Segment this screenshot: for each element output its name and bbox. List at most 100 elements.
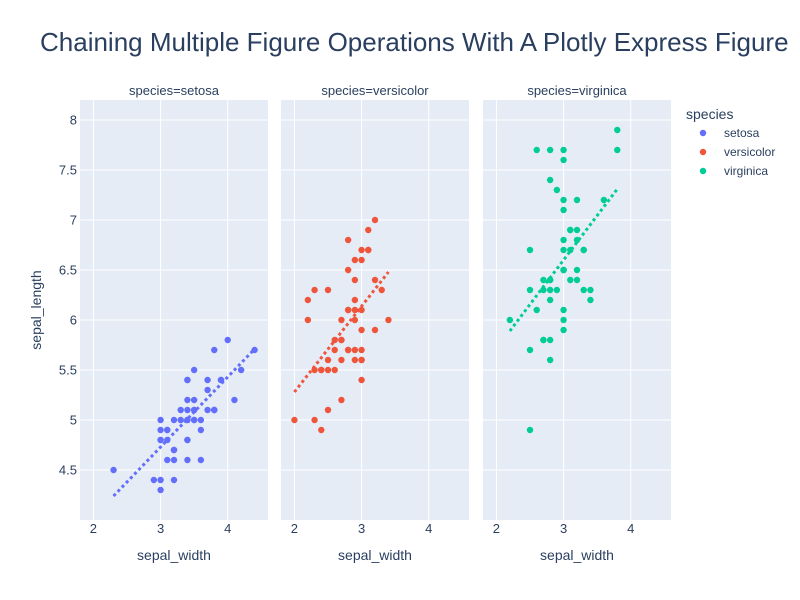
data-point[interactable] <box>540 276 547 284</box>
data-point[interactable] <box>170 456 178 464</box>
data-point[interactable] <box>338 336 345 344</box>
data-point[interactable] <box>526 246 534 254</box>
data-point[interactable] <box>358 376 365 384</box>
data-point[interactable] <box>204 376 211 384</box>
data-point[interactable] <box>331 346 338 354</box>
data-point[interactable] <box>533 306 540 314</box>
data-point[interactable] <box>211 406 218 414</box>
data-point[interactable] <box>560 236 567 244</box>
data-point[interactable] <box>197 426 205 434</box>
data-point[interactable] <box>358 256 365 264</box>
data-point[interactable] <box>371 216 379 224</box>
data-point[interactable] <box>324 366 332 374</box>
data-point[interactable] <box>311 286 318 294</box>
data-point[interactable] <box>331 336 338 344</box>
data-point[interactable] <box>184 396 191 404</box>
data-point[interactable] <box>177 406 184 414</box>
data-point[interactable] <box>553 286 561 294</box>
data-point[interactable] <box>211 346 218 354</box>
data-point[interactable] <box>560 266 567 274</box>
data-point[interactable] <box>184 416 191 424</box>
legend-item-virginica[interactable]: virginica <box>699 164 769 178</box>
data-point[interactable] <box>533 146 540 154</box>
data-point[interactable] <box>344 236 352 244</box>
data-point[interactable] <box>231 396 238 404</box>
data-point[interactable] <box>344 306 352 314</box>
data-point[interactable] <box>546 356 554 364</box>
data-point[interactable] <box>526 426 534 434</box>
legend[interactable]: species setosa versicolor virginica <box>686 106 775 178</box>
data-point[interactable] <box>304 316 312 324</box>
data-point[interactable] <box>365 246 372 254</box>
data-point[interactable] <box>553 186 561 194</box>
data-point[interactable] <box>204 406 211 414</box>
data-point[interactable] <box>324 286 332 294</box>
data-point[interactable] <box>560 206 567 214</box>
data-point[interactable] <box>251 346 258 354</box>
data-point[interactable] <box>318 426 325 434</box>
data-point[interactable] <box>204 386 211 394</box>
data-point[interactable] <box>573 276 581 284</box>
data-point[interactable] <box>177 416 184 424</box>
data-point[interactable] <box>291 416 298 424</box>
data-point[interactable] <box>157 476 164 484</box>
data-point[interactable] <box>573 236 581 244</box>
data-point[interactable] <box>331 366 338 374</box>
data-point[interactable] <box>170 476 178 484</box>
data-point[interactable] <box>567 276 574 284</box>
data-point[interactable] <box>190 416 198 424</box>
data-point[interactable] <box>344 346 352 354</box>
data-point[interactable] <box>358 306 365 314</box>
data-point[interactable] <box>190 396 198 404</box>
data-point[interactable] <box>378 286 385 294</box>
data-point[interactable] <box>506 316 514 324</box>
data-point[interactable] <box>157 486 164 494</box>
data-point[interactable] <box>224 336 231 344</box>
data-point[interactable] <box>318 366 325 374</box>
data-point[interactable] <box>324 356 332 364</box>
data-point[interactable] <box>351 316 359 324</box>
data-point[interactable] <box>560 326 567 334</box>
data-point[interactable] <box>546 286 554 294</box>
data-point[interactable] <box>351 346 359 354</box>
data-point[interactable] <box>540 336 547 344</box>
data-point[interactable] <box>164 426 171 434</box>
data-point[interactable] <box>560 196 567 204</box>
legend-item-versicolor[interactable]: versicolor <box>699 145 776 159</box>
data-point[interactable] <box>184 436 191 444</box>
data-point[interactable] <box>385 316 392 324</box>
data-point[interactable] <box>580 286 587 294</box>
data-point[interactable] <box>351 256 359 264</box>
data-point[interactable] <box>184 406 191 414</box>
data-point[interactable] <box>614 126 621 134</box>
data-point[interactable] <box>197 416 205 424</box>
data-point[interactable] <box>573 266 581 274</box>
data-point[interactable] <box>546 146 554 154</box>
data-point[interactable] <box>358 356 365 364</box>
data-point[interactable] <box>311 416 318 424</box>
data-point[interactable] <box>573 196 581 204</box>
data-point[interactable] <box>351 356 359 364</box>
data-point[interactable] <box>600 196 608 204</box>
data-point[interactable] <box>170 416 178 424</box>
data-point[interactable] <box>587 286 594 294</box>
data-point[interactable] <box>311 366 318 374</box>
legend-item-setosa[interactable]: setosa <box>699 126 760 140</box>
data-point[interactable] <box>587 296 594 304</box>
data-point[interactable] <box>170 446 178 454</box>
data-point[interactable] <box>190 366 198 374</box>
data-point[interactable] <box>614 146 621 154</box>
data-point[interactable] <box>237 366 245 374</box>
data-point[interactable] <box>304 296 312 304</box>
data-point[interactable] <box>358 326 365 334</box>
data-point[interactable] <box>371 276 379 284</box>
data-point[interactable] <box>567 246 574 254</box>
data-point[interactable] <box>324 406 332 414</box>
data-point[interactable] <box>351 276 359 284</box>
data-point[interactable] <box>560 306 567 314</box>
data-point[interactable] <box>351 306 359 314</box>
data-point[interactable] <box>580 246 587 254</box>
data-point[interactable] <box>560 246 567 254</box>
data-point[interactable] <box>150 476 158 484</box>
data-point[interactable] <box>560 146 567 154</box>
